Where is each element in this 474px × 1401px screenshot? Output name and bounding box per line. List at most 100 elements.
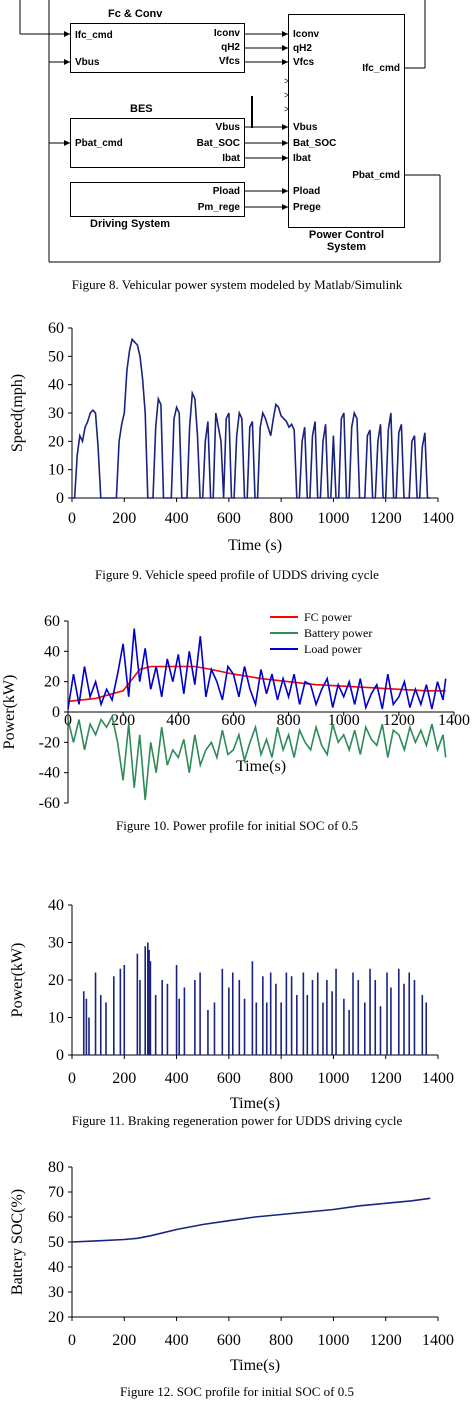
figure-9-caption: Figure 9. Vehicle speed profile of UDDS …	[95, 567, 379, 582]
fig10-x-tick-label: 600	[221, 712, 245, 729]
fc-port-ifc-cmd: Ifc_cmd	[75, 30, 113, 41]
fig9-y-tick-label: 60	[48, 320, 64, 337]
pcs-port-vbus: Vbus	[293, 122, 318, 133]
fig10-y-tick-label: -60	[39, 795, 60, 812]
fig11-x-tick-label: 1400	[422, 1070, 454, 1087]
fig12-x-tick-label: 1200	[370, 1332, 402, 1349]
figure-12-caption: Figure 12. SOC profile for initial SOC o…	[120, 1384, 354, 1399]
fig10-x-tick-label: 1000	[328, 712, 360, 729]
fig12-x-tick-label: 800	[269, 1332, 293, 1349]
fig9-y-tick-label: 20	[48, 433, 64, 450]
figure-8-caption: Figure 8. Vehicular power system modeled…	[71, 277, 403, 292]
figure-8-wiring: > > >	[19, 0, 441, 263]
fig10-y-tick-label: 0	[52, 704, 60, 721]
fc-port-vfcs: Vfcs	[218, 56, 240, 67]
fig12-y-tick-label: 70	[48, 1184, 64, 1201]
fig11-y-axis-label: Power(kW)	[9, 943, 26, 1018]
fig12-x-axis-label: Time(s)	[230, 1357, 280, 1374]
pcs-port-bat-soc: Bat_SOC	[293, 138, 337, 149]
fig12-y-tick-label: 50	[48, 1234, 64, 1251]
fig11-x-tick-label: 800	[269, 1070, 293, 1087]
fig10-series-line-2	[67, 628, 447, 711]
svg-text:>: >	[284, 76, 289, 86]
fig12-x-tick-label: 400	[165, 1332, 189, 1349]
fig11-x-tick-label: 0	[68, 1070, 76, 1087]
pcs-port-ifc-cmd: Ifc_cmd	[362, 63, 400, 74]
pcs-port-pload: Pload	[293, 186, 321, 197]
fig10-series-line-1	[67, 714, 447, 801]
fig10-y-axis-label: Power(kW)	[1, 675, 18, 750]
fig11-y-tick-label: 0	[56, 1047, 64, 1064]
fig10-legend-label-0: FC power	[304, 610, 352, 624]
bes-title: BES	[130, 103, 153, 115]
pcs-title-line2: System	[326, 241, 367, 253]
fig9-y-tick-label: 40	[48, 377, 64, 394]
fig11-x-axis-label: Time(s)	[230, 1095, 280, 1112]
fig12-y-axis-label: Battery SOC(%)	[9, 1189, 26, 1295]
fig11-y-tick-label: 20	[48, 972, 64, 989]
fig10-x-tick-label: 1400	[438, 712, 470, 729]
driving-port-pm-rege: Pm_rege	[197, 202, 240, 213]
fig9-y-tick-label: 30	[48, 405, 64, 422]
pcs-port-iconv: Iconv	[293, 29, 320, 40]
fc-port-iconv: Iconv	[213, 28, 240, 39]
fig11-x-tick-label: 1000	[317, 1070, 349, 1087]
fig11-x-tick-label: 600	[217, 1070, 241, 1087]
power-control-system-block[interactable]: Iconv qH2 Vfcs Vbus Bat_SOC Ibat Pload P…	[288, 14, 405, 228]
fig9-y-tick-label: 0	[56, 490, 64, 507]
fig9-x-tick-label: 600	[217, 510, 241, 527]
fc-conv-block[interactable]: Ifc_cmd Vbus Iconv qH2 Vfcs	[70, 23, 245, 73]
fig10-x-axis-label: Time(s)	[236, 758, 286, 775]
fig11-y-tick-label: 10	[48, 1010, 64, 1027]
fc-port-qh2: qH2	[221, 42, 240, 53]
fig9-y-tick-label: 10	[48, 462, 64, 479]
pcs-port-pbat-cmd: Pbat_cmd	[352, 170, 400, 181]
fig12-y-tick-label: 60	[48, 1209, 64, 1226]
fig9-x-tick-label: 1200	[370, 510, 402, 527]
fig11-y-tick-label: 40	[48, 897, 64, 914]
fig12-y-tick-label: 20	[48, 1309, 64, 1326]
fig10-legend-label-2: Load power	[304, 642, 362, 656]
fig10-x-tick-label: 800	[277, 712, 301, 729]
driving-system-block[interactable]: Pload Pm_rege	[70, 182, 245, 217]
fig9-x-tick-label: 0	[68, 510, 76, 527]
fig11-x-tick-label: 400	[165, 1070, 189, 1087]
fig9-y-tick-label: 50	[48, 348, 64, 365]
pcs-port-ibat: Ibat	[293, 153, 311, 164]
fig9-y-axis-label: Speed(mph)	[9, 374, 26, 452]
fig10-x-tick-label: 1200	[383, 712, 415, 729]
fig12-x-tick-label: 0	[68, 1332, 76, 1349]
fig12-y-tick-label: 40	[48, 1259, 64, 1276]
fig11-x-tick-label: 1200	[370, 1070, 402, 1087]
pcs-title-line1: Power Control	[308, 229, 385, 241]
fig11-y-tick-label: 30	[48, 935, 64, 952]
fc-port-vbus: Vbus	[75, 57, 100, 68]
fig10-y-tick-label: 20	[44, 674, 60, 691]
pcs-port-prege: Prege	[293, 202, 321, 213]
fig10-y-tick-label: 40	[44, 643, 60, 660]
bes-port-bat-soc: Bat_SOC	[196, 138, 240, 149]
fig9-x-tick-label: 400	[165, 510, 189, 527]
figure-11-caption: Figure 11. Braking regeneration power fo…	[71, 1113, 403, 1128]
driving-port-pload: Pload	[212, 186, 240, 197]
fig10-y-tick-label: 60	[44, 613, 60, 630]
fig12-x-tick-label: 1000	[317, 1332, 349, 1349]
bes-port-pbat-cmd: Pbat_cmd	[75, 138, 123, 149]
fig12-series-line-0	[71, 1197, 431, 1243]
svg-text:>: >	[284, 90, 289, 100]
fig9-x-tick-label: 1400	[422, 510, 454, 527]
fig12-y-tick-label: 30	[48, 1284, 64, 1301]
fig10-y-tick-label: -20	[39, 734, 60, 751]
pcs-port-qh2: qH2	[293, 43, 312, 54]
fig10-y-tick-label: -40	[39, 765, 60, 782]
bes-port-ibat: Ibat	[222, 153, 240, 164]
bes-block[interactable]: Pbat_cmd Vbus Bat_SOC Ibat	[70, 118, 245, 168]
fig11-x-tick-label: 200	[112, 1070, 136, 1087]
fig9-x-tick-label: 200	[112, 510, 136, 527]
fig9-x-tick-label: 1000	[317, 510, 349, 527]
pcs-port-vfcs: Vfcs	[293, 57, 315, 68]
